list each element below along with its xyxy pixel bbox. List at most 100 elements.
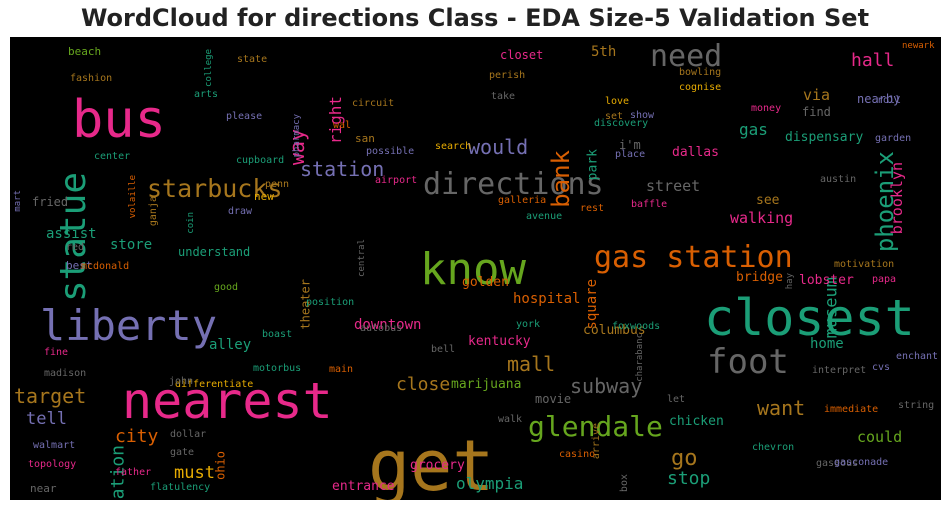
word-olympia: olympia — [456, 474, 523, 493]
word-ohio: ohio — [214, 451, 228, 480]
word-stop: stop — [667, 468, 710, 489]
word-want: want — [757, 396, 805, 420]
word-best: best — [66, 259, 93, 272]
word-gasconade: gasconade — [834, 457, 888, 468]
word-main: main — [329, 364, 353, 375]
word-discovery: discovery — [594, 118, 648, 129]
word-liberty: liberty — [40, 301, 217, 350]
word-marijuana: marijuana — [451, 377, 521, 392]
word-subway: subway — [570, 374, 642, 398]
word-boast: boast — [262, 329, 292, 340]
word-fashion: fashion — [70, 73, 112, 84]
word-hospital: hospital — [513, 291, 580, 307]
word-red: red — [66, 242, 84, 253]
word-location: location — [107, 445, 128, 500]
word-college: college — [204, 49, 214, 87]
word-entrance: entrance — [332, 479, 395, 494]
word-know: know — [420, 244, 526, 295]
word-avenue: avenue — [526, 211, 562, 222]
word-motorbus: motorbus — [253, 363, 301, 374]
word-pharmacy: pharmacy — [292, 113, 302, 157]
word-tell: tell — [26, 409, 67, 429]
word-bank: bank — [547, 149, 575, 207]
word-foot: foot — [707, 342, 789, 382]
word-draw: draw — [228, 206, 253, 217]
word-lobster: lobster — [799, 273, 854, 288]
word-coin: coin — [186, 212, 196, 234]
word-nearest: nearest — [122, 372, 333, 430]
word-place: place — [615, 149, 645, 160]
word-let: let — [667, 394, 685, 405]
word-center: center — [94, 151, 130, 162]
word-station: station — [300, 157, 384, 181]
word-austin: austin — [820, 174, 856, 185]
word-gas: gas — [739, 120, 768, 139]
word-baffle: baffle — [631, 199, 667, 210]
word-san: san — [355, 132, 375, 145]
word-show: show — [630, 110, 655, 121]
word-need: need — [650, 39, 722, 74]
word-park: park — [585, 149, 600, 180]
word-mall: mall — [507, 352, 555, 376]
word-walking: walking — [730, 209, 793, 227]
word-starbucks: starbucks — [147, 174, 282, 203]
word-nearby: nearby — [857, 92, 900, 106]
word-arts: arts — [194, 89, 218, 100]
word-dallas: dallas — [672, 145, 719, 160]
word-dispensary: dispensary — [785, 130, 863, 145]
word-possible: possible — [366, 146, 414, 157]
word-could: could — [857, 428, 902, 446]
word-understand: understand — [178, 245, 250, 259]
word-john: john — [169, 376, 193, 387]
word-city: city — [115, 426, 159, 447]
word-right: right — [326, 96, 345, 144]
word-gas-station: gas station — [594, 240, 793, 275]
word-position: position — [306, 297, 354, 308]
word-circuit: circuit — [352, 98, 394, 109]
word-money: money — [751, 103, 781, 114]
word-interpret: interpret — [812, 365, 866, 376]
word-way: way — [285, 129, 309, 165]
word-father: father — [115, 467, 151, 478]
word-fried: fried — [32, 195, 68, 209]
word-bridge: bridge — [736, 270, 783, 285]
word-walmart: walmart — [33, 440, 75, 451]
word-string: string — [898, 400, 934, 411]
word-rest: rest — [580, 203, 604, 214]
word-wal: wal — [333, 120, 351, 131]
word-hall: hall — [851, 50, 894, 71]
word-would: would — [468, 135, 528, 159]
word-madison: madison — [44, 368, 86, 379]
word-kentucky: kentucky — [468, 334, 531, 349]
word-differentiate: differentiate — [175, 379, 253, 390]
word-york: york — [516, 319, 540, 330]
word-columbus: columbus — [583, 323, 646, 338]
word-target: target — [14, 384, 86, 408]
word-museum: museum — [822, 277, 842, 338]
word-i-m: i'm — [619, 138, 641, 152]
word-beach: beach — [68, 45, 101, 58]
word-penn: penn — [265, 179, 289, 190]
word-statue: statue — [53, 172, 94, 302]
word-casino: casino — [559, 449, 595, 460]
word-phoenix: phoenix — [871, 151, 899, 252]
word-state: state — [237, 54, 267, 65]
word-brooklyn: brooklyn — [888, 162, 906, 234]
word-volaille: volaille — [128, 175, 138, 218]
word-fine: fine — [44, 347, 68, 358]
word-set: set — [605, 111, 623, 122]
word-see: see — [756, 193, 780, 208]
word-assist: assist — [46, 226, 97, 242]
word-cognise: cognise — [679, 82, 721, 93]
word-love: love — [605, 96, 629, 107]
word-must: must — [174, 463, 215, 483]
word-walk: walk — [498, 414, 522, 425]
word-search: search — [435, 141, 471, 152]
word-mart: mart — [13, 190, 23, 212]
word-charabanc: charabanc — [635, 333, 645, 382]
word-flatulency: flatulency — [150, 482, 210, 493]
word-get: get — [368, 425, 494, 500]
word-airport: airport — [375, 175, 417, 186]
chart-title: WordCloud for directions Class - EDA Siz… — [80, 4, 870, 32]
word-enchant: enchant — [896, 351, 938, 362]
